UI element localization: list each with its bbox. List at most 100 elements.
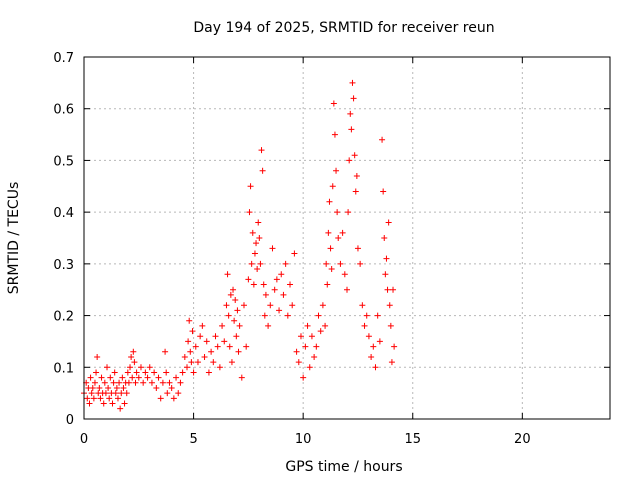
data-point bbox=[278, 271, 285, 278]
data-point bbox=[363, 312, 370, 319]
axis-ticks bbox=[83, 56, 610, 420]
data-point bbox=[175, 390, 182, 397]
data-point bbox=[331, 131, 338, 138]
y-tick-label: 0 bbox=[66, 413, 74, 428]
data-point bbox=[112, 390, 119, 397]
plot-frame bbox=[83, 56, 611, 420]
data-point bbox=[325, 229, 332, 236]
data-point bbox=[259, 167, 266, 174]
data-point bbox=[368, 353, 375, 360]
data-point bbox=[201, 353, 208, 360]
data-point bbox=[379, 136, 386, 143]
data-point bbox=[96, 384, 103, 391]
data-point bbox=[370, 343, 377, 350]
data-point bbox=[258, 147, 265, 154]
data-point bbox=[256, 235, 263, 241]
data-point bbox=[102, 390, 109, 397]
data-point bbox=[319, 302, 326, 309]
data-point bbox=[135, 374, 142, 381]
data-point bbox=[123, 390, 130, 397]
data-point bbox=[148, 379, 155, 386]
data-point bbox=[328, 266, 335, 273]
data-point bbox=[335, 235, 342, 241]
data-point bbox=[190, 369, 197, 376]
data-point bbox=[353, 172, 360, 179]
data-point bbox=[159, 379, 166, 386]
data-point bbox=[189, 328, 196, 335]
data-point bbox=[84, 395, 91, 402]
data-point bbox=[223, 302, 230, 309]
data-point bbox=[253, 240, 260, 247]
y-tick-label: 0.2 bbox=[53, 310, 74, 325]
data-point bbox=[276, 307, 283, 314]
data-point bbox=[254, 266, 261, 273]
data-point bbox=[188, 359, 195, 366]
data-point bbox=[361, 322, 368, 329]
data-point bbox=[322, 322, 329, 329]
data-point bbox=[365, 333, 372, 340]
data-point bbox=[265, 322, 272, 329]
data-point bbox=[300, 374, 307, 381]
data-point bbox=[107, 374, 114, 381]
data-point bbox=[97, 395, 104, 402]
data-point bbox=[390, 286, 397, 293]
data-point bbox=[221, 338, 228, 345]
data-point bbox=[219, 322, 226, 329]
tick-labels: 0 5 10 15 20 0 0.1 0.2 0.3 0.4 0.5 0.6 0.7 bbox=[53, 51, 530, 447]
data-point bbox=[348, 126, 355, 133]
data-point bbox=[179, 369, 186, 376]
data-point bbox=[304, 322, 311, 329]
data-point bbox=[90, 395, 97, 402]
data-point bbox=[100, 400, 107, 407]
data-point bbox=[104, 364, 111, 371]
data-point bbox=[354, 245, 361, 252]
data-point bbox=[235, 348, 242, 355]
data-point bbox=[186, 317, 193, 324]
data-point bbox=[247, 183, 254, 190]
data-point bbox=[240, 302, 247, 309]
data-point bbox=[249, 229, 256, 236]
data-point bbox=[372, 364, 379, 371]
data-point bbox=[140, 379, 147, 386]
data-point bbox=[173, 374, 180, 381]
data-point bbox=[157, 395, 164, 402]
data-point bbox=[184, 364, 191, 371]
data-point bbox=[250, 281, 257, 288]
data-point bbox=[238, 374, 245, 381]
data-point bbox=[106, 395, 113, 402]
data-point bbox=[121, 400, 128, 407]
data-point bbox=[170, 395, 177, 402]
data-point bbox=[114, 395, 121, 402]
data-point bbox=[168, 384, 175, 391]
data-point bbox=[374, 312, 381, 319]
data-point bbox=[345, 209, 352, 216]
data-point bbox=[194, 359, 201, 366]
data-point bbox=[327, 245, 334, 252]
y-axis-label: SRMTID / TECUs bbox=[6, 182, 22, 295]
x-tick-label: 0 bbox=[80, 432, 88, 447]
data-point bbox=[144, 374, 151, 381]
data-point bbox=[162, 348, 169, 355]
data-point bbox=[267, 302, 274, 309]
data-point bbox=[166, 379, 173, 386]
data-point bbox=[109, 400, 116, 407]
data-point bbox=[181, 353, 188, 360]
data-point bbox=[197, 333, 204, 340]
data-point bbox=[230, 286, 237, 293]
data-point bbox=[295, 359, 302, 366]
data-point bbox=[384, 286, 391, 293]
data-point bbox=[146, 364, 153, 371]
data-point bbox=[119, 374, 126, 381]
data-points bbox=[81, 79, 398, 412]
data-point bbox=[105, 384, 112, 391]
data-point bbox=[131, 359, 138, 366]
data-point bbox=[94, 353, 101, 360]
data-point bbox=[117, 405, 124, 412]
data-point bbox=[387, 322, 394, 329]
data-point bbox=[151, 369, 158, 376]
data-point bbox=[385, 219, 392, 226]
data-point bbox=[302, 343, 309, 350]
data-point bbox=[203, 338, 210, 345]
data-point bbox=[344, 286, 350, 293]
data-point bbox=[246, 209, 253, 216]
